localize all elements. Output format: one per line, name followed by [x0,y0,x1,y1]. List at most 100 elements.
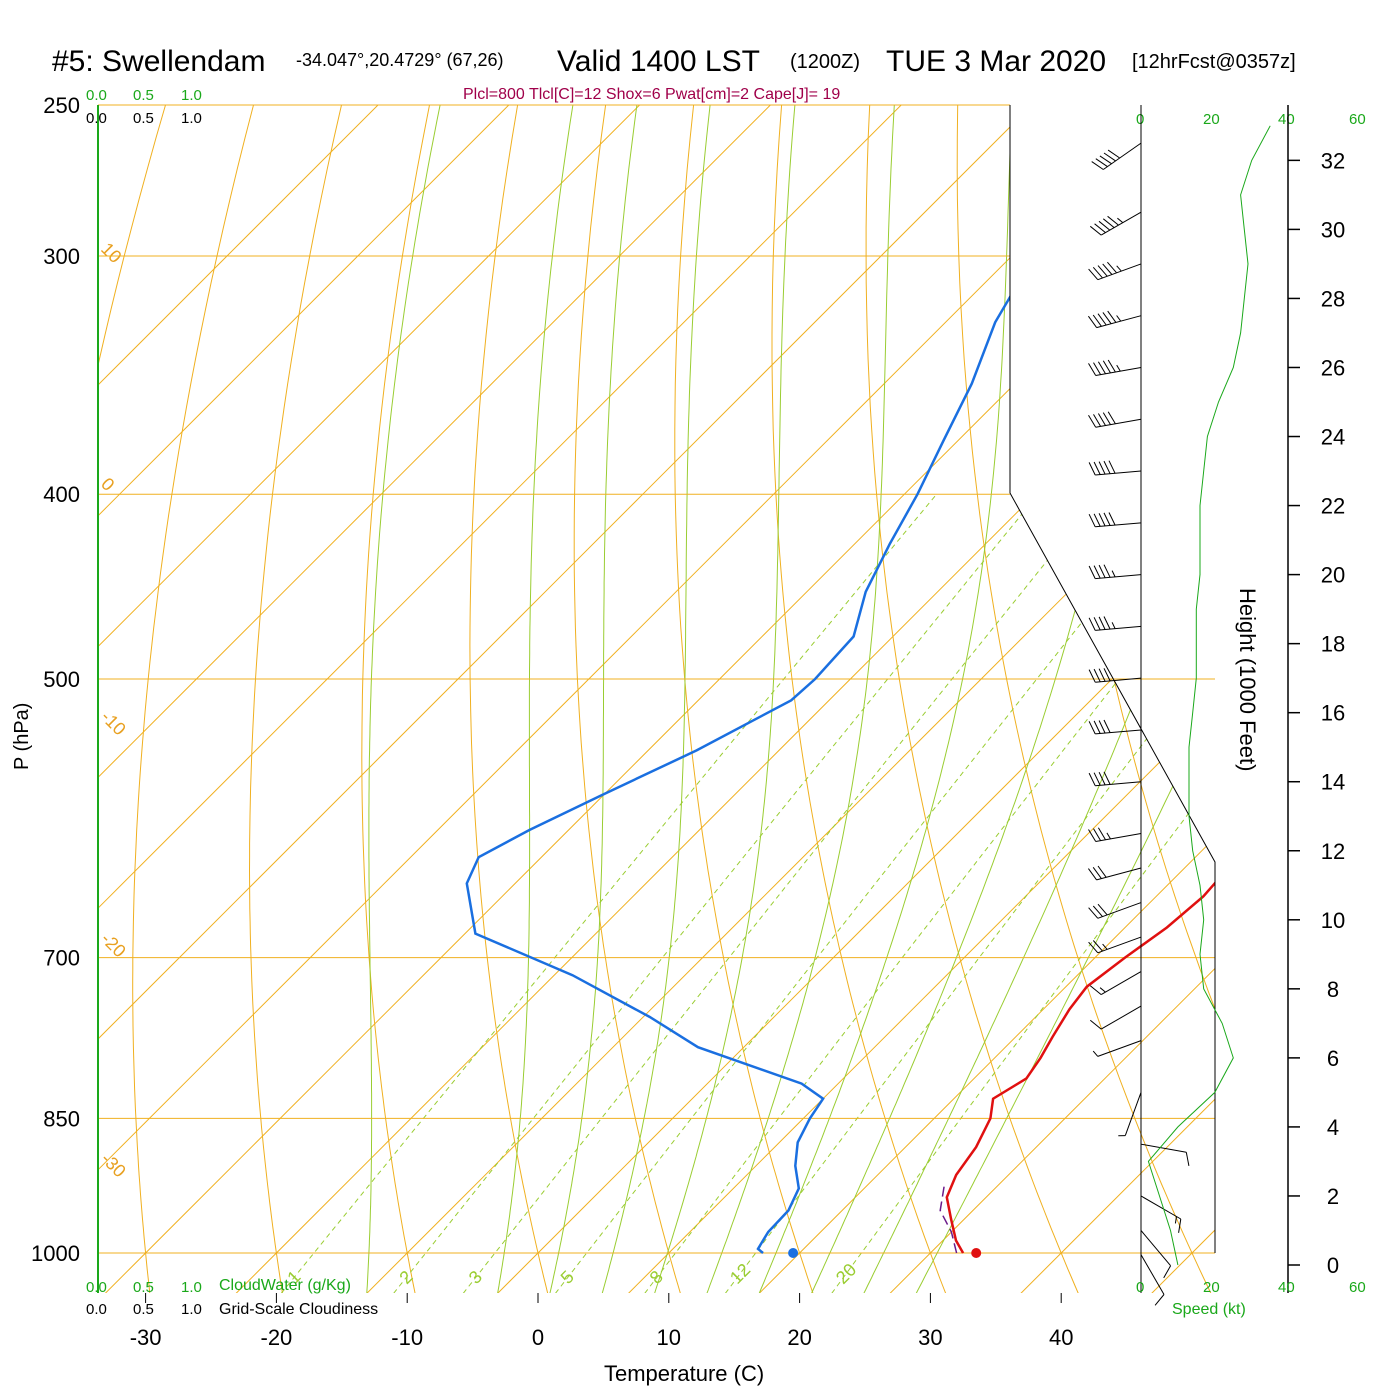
wind-barb-flag [1098,616,1106,630]
isotherm-label: 0 [97,474,118,495]
wind-scale-bottom-0: 0 [1136,1279,1144,1296]
cloud-scale-top-black-2: 1.0 [181,110,202,127]
wind-barb-half-flag [1106,832,1111,840]
wind-barb-half-flag [1116,364,1121,372]
parcel-info: Plcl=800 Tlcl[C]=12 Shox=6 Pwat[cm]=2 Ca… [463,86,840,103]
wind-barbs [1087,142,1190,1306]
height-tick-label: 10 [1321,908,1345,933]
isotherm-line [104,105,1215,1293]
temperature-tick-label: -30 [130,1325,162,1350]
moist-adiabat-line [366,105,441,1293]
cloud-scale-bottom-black-1: 0.5 [133,1301,154,1318]
wind-barb-staff [1103,142,1142,170]
moist-adiabat-line [863,105,1215,1293]
wind-barb-flag [1093,720,1101,734]
dry-adiabat-line [573,105,681,1293]
wind-barb-flag [1103,512,1111,526]
wind-barb-flag [1097,903,1108,916]
wind-barb-flag [1092,314,1102,327]
wind-barb-flag [1098,513,1106,527]
wind-barb-half-flag [1116,265,1122,272]
wind-barb-staff [1124,1092,1142,1136]
dry-adiabat-line [1297,0,1400,1293]
cloud-scale-top-black-0: 0.0 [86,110,107,127]
valid-date: TUE 3 Mar 2020 [886,45,1106,78]
temperature-labels: -30 -10 -20 0 10 20 30 40 [130,1293,1073,1350]
isotherm-line [628,105,1215,1293]
wind-barb-flag [1098,220,1111,231]
pressure-labels: 250 300 400 500 700 850 1000 [31,93,80,1266]
wind-barb-flag [1097,265,1108,277]
wind-barb-flag [1107,411,1116,425]
mixing-ratio-label: 8 [646,1267,667,1288]
wind-barb-staff [1095,418,1142,428]
wind-barb-flag [1098,668,1106,682]
wind-barb-flag [1097,361,1106,374]
wind-barb-flag [1103,564,1111,578]
wind-barb-flag [1102,412,1111,425]
wind-barb [1089,211,1142,236]
mixing-ratio-label: 3 [465,1267,486,1288]
temperature-tick-label: 10 [657,1325,681,1350]
wind-barb-flag [1107,310,1117,323]
wind-barb-half-flag [1117,217,1124,223]
wind-barb-flag [1088,565,1096,579]
zulu-time: (1200Z) [790,51,860,73]
wind-barb [1088,936,1142,954]
height-tick-label: 12 [1321,839,1345,864]
valid-time: Valid 1400 LST [557,45,760,78]
wind-barb-flag [1092,266,1103,279]
wind-barb-staff [1140,1254,1165,1295]
plot-boundary [1009,105,1216,1253]
mixing-ratio-label: 5 [557,1267,578,1288]
height-tick-label: 0 [1327,1253,1339,1278]
wind-barb-flag [1103,668,1111,682]
temperature-tick-label: 40 [1049,1325,1073,1350]
wind-barb-flag [1102,312,1112,324]
cloud-scale-top-black-1: 0.5 [133,110,154,127]
height-tick-label: 8 [1327,977,1339,1002]
wind-barb-staff [1095,833,1142,842]
wind-barb-flag [1107,215,1119,226]
wind-barb-flag [1093,513,1101,527]
dry-adiabat-line [771,105,947,1293]
cloud-scale-bottom: 0.0 0.5 1.0 CloudWater (g/Kg) 0.0 0.5 1.… [86,1277,378,1318]
wind-barb-half-flag [1116,315,1122,322]
wind-barb-flag [1103,719,1111,733]
wind-barb-flag [1093,362,1102,375]
dry-adiabat-line [1044,105,1215,1293]
wind-scale-bottom: 0 20 40 60 Speed (kt) [1136,1279,1366,1318]
wind-barb [1140,1254,1165,1306]
isotherm-line [98,105,771,1293]
wind-barb-flag [1103,460,1111,474]
wind-barb-flag [1102,218,1115,228]
wind-barb-staff [1097,1040,1142,1057]
dry-adiabat-line [1380,0,1400,1293]
dry-adiabat-line [956,105,1212,1293]
wind-barb [1118,1092,1142,1137]
wind-barb-staff [1100,211,1142,236]
isotherm-label: 10 [1034,514,1069,549]
mixing-ratio-line [831,493,1215,1293]
wind-barb [1088,564,1142,580]
moist-adiabat-line [497,105,574,1293]
height-axis-title: Height (1000 Feet) [1235,588,1260,771]
isotherm-label: 10 [97,239,125,267]
wind-barb-half-flag [1092,1050,1099,1057]
height-tick-label: 16 [1321,701,1345,726]
isotherm-line [98,105,1164,1293]
isotherm-label: -20 [97,929,130,962]
speed-label: Speed (kt) [1172,1301,1246,1318]
temperature-profile [945,114,1215,1254]
wind-barb [1087,865,1142,881]
pressure-tick-label: 400 [43,482,80,507]
dry-adiabat-line [1130,105,1215,1293]
wind-barb [1140,1230,1172,1279]
wind-barb-flag [1092,867,1102,879]
wind-barb-staff [1100,971,1142,996]
wind-barb-flag [1087,315,1098,328]
dry-adiabat-line [248,105,390,1293]
